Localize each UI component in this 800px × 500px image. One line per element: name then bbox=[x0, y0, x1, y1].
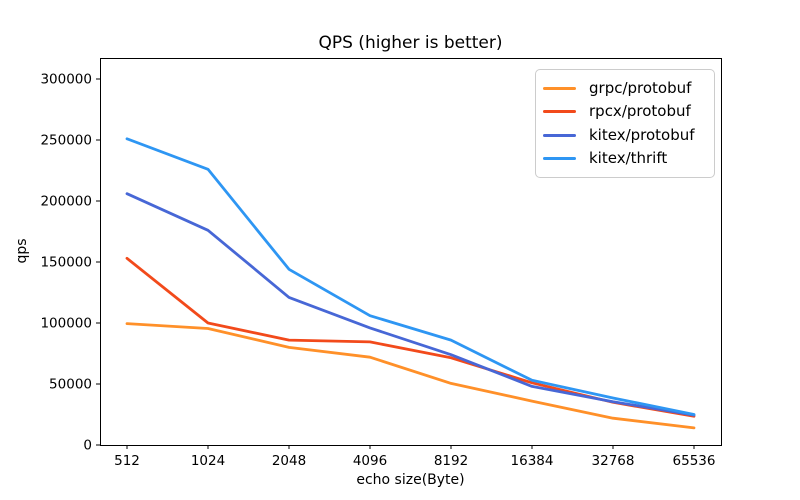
x-axis-label: echo size(Byte) bbox=[356, 472, 465, 488]
x-tick-label: 512 bbox=[114, 453, 140, 469]
legend-label: kitex/thrift bbox=[589, 148, 668, 167]
legend-item: kitex/thrift bbox=[543, 148, 707, 167]
x-tick-label: 16384 bbox=[511, 453, 554, 469]
legend-label: grpc/protobuf bbox=[589, 79, 692, 98]
legend-line-swatch bbox=[543, 133, 576, 137]
series-line-kitex-thrift bbox=[125, 137, 696, 416]
legend-line-swatch bbox=[543, 87, 576, 91]
y-tick-label: 250000 bbox=[40, 133, 92, 149]
series-line-grpc-protobuf bbox=[125, 322, 696, 430]
legend-line-swatch bbox=[543, 156, 576, 160]
y-tick-label: 50000 bbox=[49, 377, 92, 393]
x-tick-label: 65536 bbox=[673, 453, 716, 469]
legend-item: grpc/protobuf bbox=[543, 81, 707, 96]
legend-item: kitex/protobuf bbox=[543, 125, 707, 144]
y-tick-label: 200000 bbox=[40, 194, 92, 210]
x-tick-label: 1024 bbox=[191, 453, 225, 469]
y-tick-label: 150000 bbox=[40, 255, 92, 271]
series-line-kitex-protobuf bbox=[125, 192, 696, 417]
series-line-rpcx-protobuf bbox=[125, 256, 696, 418]
plot-border bbox=[100, 58, 722, 446]
y-axis-label: qps bbox=[14, 238, 30, 264]
x-tick-label: 32768 bbox=[592, 453, 635, 469]
y-tick-label: 0 bbox=[83, 438, 92, 454]
chart-title: QPS (higher is better) bbox=[318, 33, 503, 53]
legend-line-swatch bbox=[543, 110, 576, 114]
x-tick-label: 4096 bbox=[353, 453, 387, 469]
legend-item: rpcx/protobuf bbox=[543, 104, 707, 119]
y-tick-label: 300000 bbox=[40, 72, 92, 88]
legend-label: rpcx/protobuf bbox=[589, 102, 691, 121]
x-tick-label: 2048 bbox=[272, 453, 306, 469]
legend: grpc/protobuf rpcx/protobuf kitex/protob… bbox=[535, 69, 715, 178]
legend-label: kitex/protobuf bbox=[589, 125, 695, 144]
y-tick-label: 100000 bbox=[40, 316, 92, 332]
x-tick-label: 8192 bbox=[434, 453, 468, 469]
